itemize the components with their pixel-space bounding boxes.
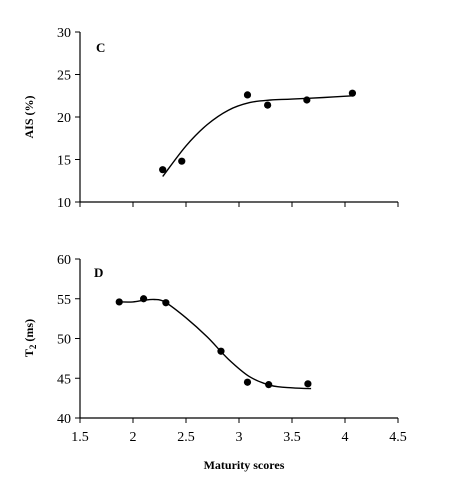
fit-curve bbox=[119, 298, 312, 390]
panel-d: 40 45 50 55 60 1.5 2 2.5 3 3.5 4 4.5 D T2 (ms) Maturit… bbox=[22, 253, 407, 472]
x-tick-label: 2 bbox=[130, 430, 137, 445]
data-point bbox=[303, 96, 311, 104]
x-tick-label: 3 bbox=[236, 430, 243, 445]
data-point bbox=[243, 91, 252, 99]
x-axis-title: Maturity scores bbox=[204, 458, 285, 472]
x-tick-label: 3.5 bbox=[283, 430, 301, 445]
y-axis-title: T2 (ms) bbox=[22, 319, 38, 357]
x-tick-label: 1.5 bbox=[71, 430, 89, 445]
data-point bbox=[265, 381, 273, 389]
data-point bbox=[178, 157, 186, 165]
y-axis-title: AIS (%) bbox=[22, 95, 36, 138]
panel-letter: D bbox=[94, 265, 103, 280]
data-point bbox=[115, 298, 123, 306]
y-tick-label: 55 bbox=[57, 293, 71, 308]
data-point bbox=[217, 347, 225, 355]
data-point bbox=[264, 101, 272, 109]
fit-curve bbox=[162, 95, 353, 177]
x-tick-label: 2.5 bbox=[177, 430, 195, 445]
data-point bbox=[243, 378, 252, 386]
y-tick-label: 15 bbox=[57, 154, 71, 169]
y-tick-label: 20 bbox=[57, 111, 71, 126]
panel-c: 10 15 20 25 30 C AIS (%) bbox=[22, 26, 399, 211]
x-tick-label: 4 bbox=[342, 430, 349, 445]
panel-letter: C bbox=[96, 40, 105, 55]
data-point bbox=[348, 89, 357, 97]
y-tick-label: 30 bbox=[57, 26, 71, 41]
y-tick-label: 10 bbox=[57, 196, 71, 211]
y-tick-label: 60 bbox=[57, 253, 71, 268]
y-tick-label: 45 bbox=[57, 372, 71, 387]
x-tick-label: 4.5 bbox=[389, 430, 407, 445]
data-point bbox=[304, 380, 312, 388]
data-point bbox=[159, 166, 167, 174]
y-tick-label: 40 bbox=[57, 412, 71, 427]
y-tick-label: 25 bbox=[57, 69, 71, 84]
data-point bbox=[140, 295, 148, 303]
y-tick-label: 50 bbox=[57, 333, 71, 348]
data-point bbox=[162, 299, 170, 307]
